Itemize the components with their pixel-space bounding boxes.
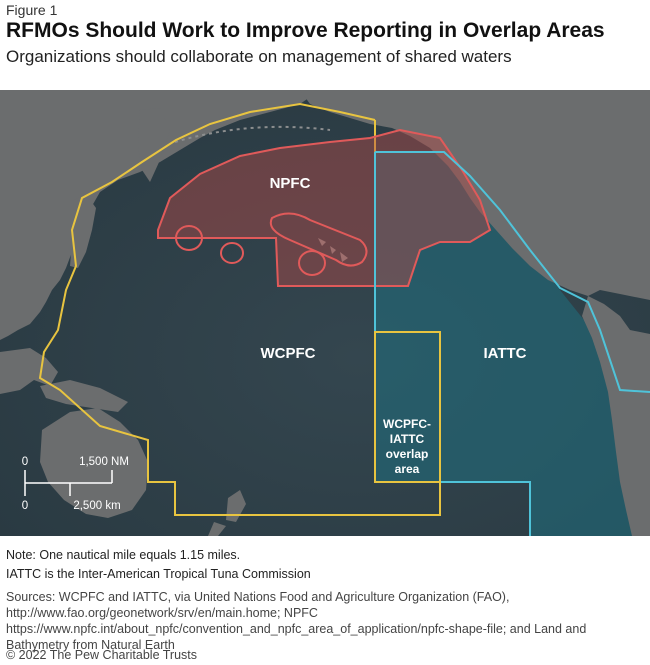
land-north-america [300,90,650,300]
npfc-subarea-1 [175,225,203,251]
scale-nm-zero: 0 [22,456,28,468]
overlap-label-line3: overlap [386,447,429,461]
npfc-subarea-3 [298,250,326,276]
land-asia [0,90,320,340]
scale-bar: 0 1,500 NM 0 2,500 km [22,456,129,512]
wcpfc-boundary [38,102,441,516]
figure-label: Figure 1 [6,2,58,18]
overlap-area-box [374,331,441,483]
map-canvas: NPFC WCPFC IATTC WCPFC- IATTC overlap ar… [0,90,650,536]
note-iattc: IATTC is the Inter-American Tropical Tun… [6,567,311,581]
note-nautical-mile: Note: One nautical mile equals 1.15 mile… [6,548,241,562]
sources-text: Sources: WCPFC and IATTC, via United Nat… [6,590,587,652]
overlap-label-line2: IATTC [390,432,425,446]
land-new-zealand [208,490,246,536]
scale-nm-label: 1,500 NM [79,456,129,468]
npfc-subarea-2 [220,242,244,264]
npfc-area [157,128,492,287]
iattc-area-fill [375,152,650,536]
land-south-america [582,296,650,536]
pacific-rfmo-map: NPFC WCPFC IATTC WCPFC- IATTC overlap ar… [0,90,650,536]
page-title: RFMOs Should Work to Improve Reporting i… [6,19,605,42]
copyright: © 2022 The Pew Charitable Trusts [6,648,198,662]
land-australia [40,408,148,518]
npfc-label: NPFC [270,175,311,192]
npfc-subarea-4 [269,212,368,267]
scale-km-zero: 0 [22,500,28,512]
land-kamchatka [138,108,170,182]
page-subtitle: Organizations should collaborate on mana… [6,47,512,66]
wcpfc-label: WCPFC [261,345,316,362]
iattc-label: IATTC [483,345,526,362]
aleutian-islands [174,125,331,143]
land-new-guinea [40,380,128,412]
scale-km-label: 2,500 km [73,500,120,512]
hawaii-islands [318,238,348,262]
overlap-label-line1: WCPFC- [383,417,431,431]
overlap-label-line4: area [395,462,420,476]
iattc-boundary [374,151,650,536]
